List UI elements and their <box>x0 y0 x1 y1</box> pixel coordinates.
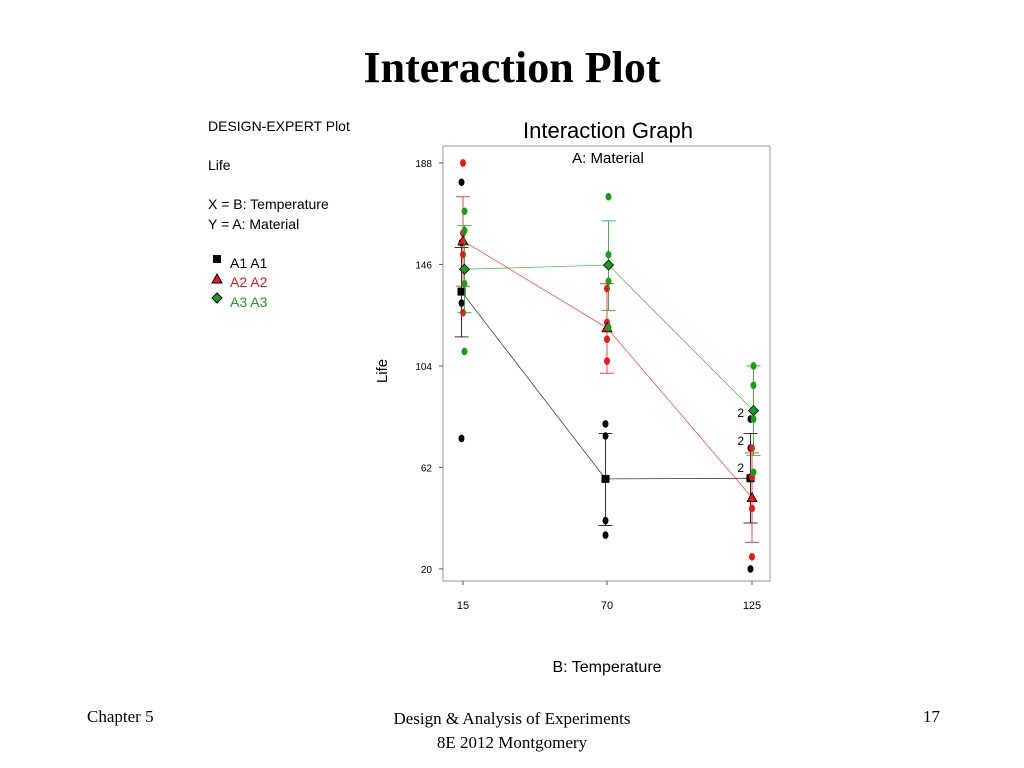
x-axis-label: B: Temperature <box>552 659 661 676</box>
observation-point-a2-1-2 <box>604 357 610 365</box>
overlap-label-1: 2 <box>737 434 744 448</box>
observation-point-a3-1-1 <box>605 250 612 259</box>
y-axis-label: Life <box>374 359 391 383</box>
legend-item-a3: A3 A3 <box>208 292 350 313</box>
mean-marker-a1-0 <box>457 287 466 296</box>
mean-marker-a3-0 <box>458 263 471 275</box>
observation-point-a3-1-3 <box>605 323 612 332</box>
chart-title: Interaction Graph <box>523 118 693 143</box>
observation-point-a1-2-0 <box>747 565 754 573</box>
mean-marker-a3-2 <box>747 405 760 417</box>
mean-marker-a2-0 <box>457 235 469 246</box>
y-tick-label-4: 188 <box>415 159 432 170</box>
y-tick-label-0: 20 <box>421 565 433 576</box>
observation-point-a3-0-1 <box>461 347 468 356</box>
observation-point-a3-2-2 <box>750 362 757 370</box>
y-tick-label-3: 146 <box>415 260 432 271</box>
legend-label-a2: A2 A2 <box>230 274 268 290</box>
observation-point-a1-1-2 <box>602 420 609 428</box>
observation-point-a1-0-0 <box>458 299 465 307</box>
info-panel: DESIGN-EXPERT Plot Life X = B: Temperatu… <box>208 117 350 312</box>
page-number: 17 <box>923 707 940 726</box>
square-marker-icon <box>208 255 230 270</box>
diamond-marker-icon <box>208 292 230 309</box>
observation-point-a3-0-2 <box>461 207 468 216</box>
observation-point-a2-0-1 <box>460 159 466 167</box>
mean-marker-a1-1 <box>601 474 610 483</box>
x-tick-label-1: 70 <box>601 600 613 612</box>
legend-item-a1: A1 A1 <box>208 254 350 274</box>
mean-marker-a2-2 <box>746 491 758 503</box>
observation-point-a2-1-0 <box>604 284 610 293</box>
info-header: DESIGN-EXPERT Plot <box>208 118 350 134</box>
observation-point-a1-1-1 <box>602 516 609 525</box>
observation-point-a2-1-3 <box>604 335 610 344</box>
observation-point-a1-0-3 <box>458 178 465 187</box>
observation-point-a3-2-1 <box>750 415 757 423</box>
legend-item-a2: A2 A2 <box>208 272 350 293</box>
overlap-label-0: 2 <box>737 406 744 420</box>
mean-marker-a3-1 <box>602 259 615 271</box>
footer-course-line2: 8E 2012 Montgomery <box>436 733 588 752</box>
x-tick-label-0: 15 <box>457 600 469 612</box>
observation-point-a1-0-2 <box>458 434 465 443</box>
y-tick-label-1: 62 <box>421 463 433 474</box>
footer-chapter: Chapter 5 <box>87 707 154 726</box>
chart-subtitle: A: Material <box>572 150 644 167</box>
observation-point-a2-2-1 <box>749 444 755 452</box>
observation-point-a3-0-0 <box>461 279 468 288</box>
observation-point-a1-1-3 <box>602 432 609 440</box>
x-tick-label-2: 125 <box>743 600 761 612</box>
observation-point-a1-1-0 <box>602 531 609 539</box>
y-tick-label-2: 104 <box>415 362 432 373</box>
observation-point-a2-2-0 <box>749 553 755 561</box>
legend-label-a3: A3 A3 <box>230 293 268 310</box>
observation-point-a3-0-3 <box>461 226 468 235</box>
legend-label-a1: A1 A1 <box>230 254 268 271</box>
observation-point-a3-2-0 <box>750 381 757 390</box>
observation-point-a3-1-2 <box>605 277 612 286</box>
info-y-factor: Y = A: Material <box>208 215 300 232</box>
triangle-marker-icon <box>208 272 230 290</box>
info-x-factor: X = B: Temperature <box>208 196 329 212</box>
footer-course-line1: Design & Analysis of Experiments <box>393 709 631 728</box>
overlap-label-2: 2 <box>737 461 744 475</box>
footer-course: Design & Analysis of Experiments 8E 2012… <box>312 707 712 755</box>
observation-point-a2-0-0 <box>460 250 466 259</box>
slide-title: Interaction Plot <box>363 43 661 92</box>
observation-point-a3-1-0 <box>605 192 612 201</box>
observation-point-a2-2-3 <box>749 504 755 513</box>
info-response: Life <box>208 157 231 173</box>
observation-point-a3-2-3 <box>750 468 757 477</box>
